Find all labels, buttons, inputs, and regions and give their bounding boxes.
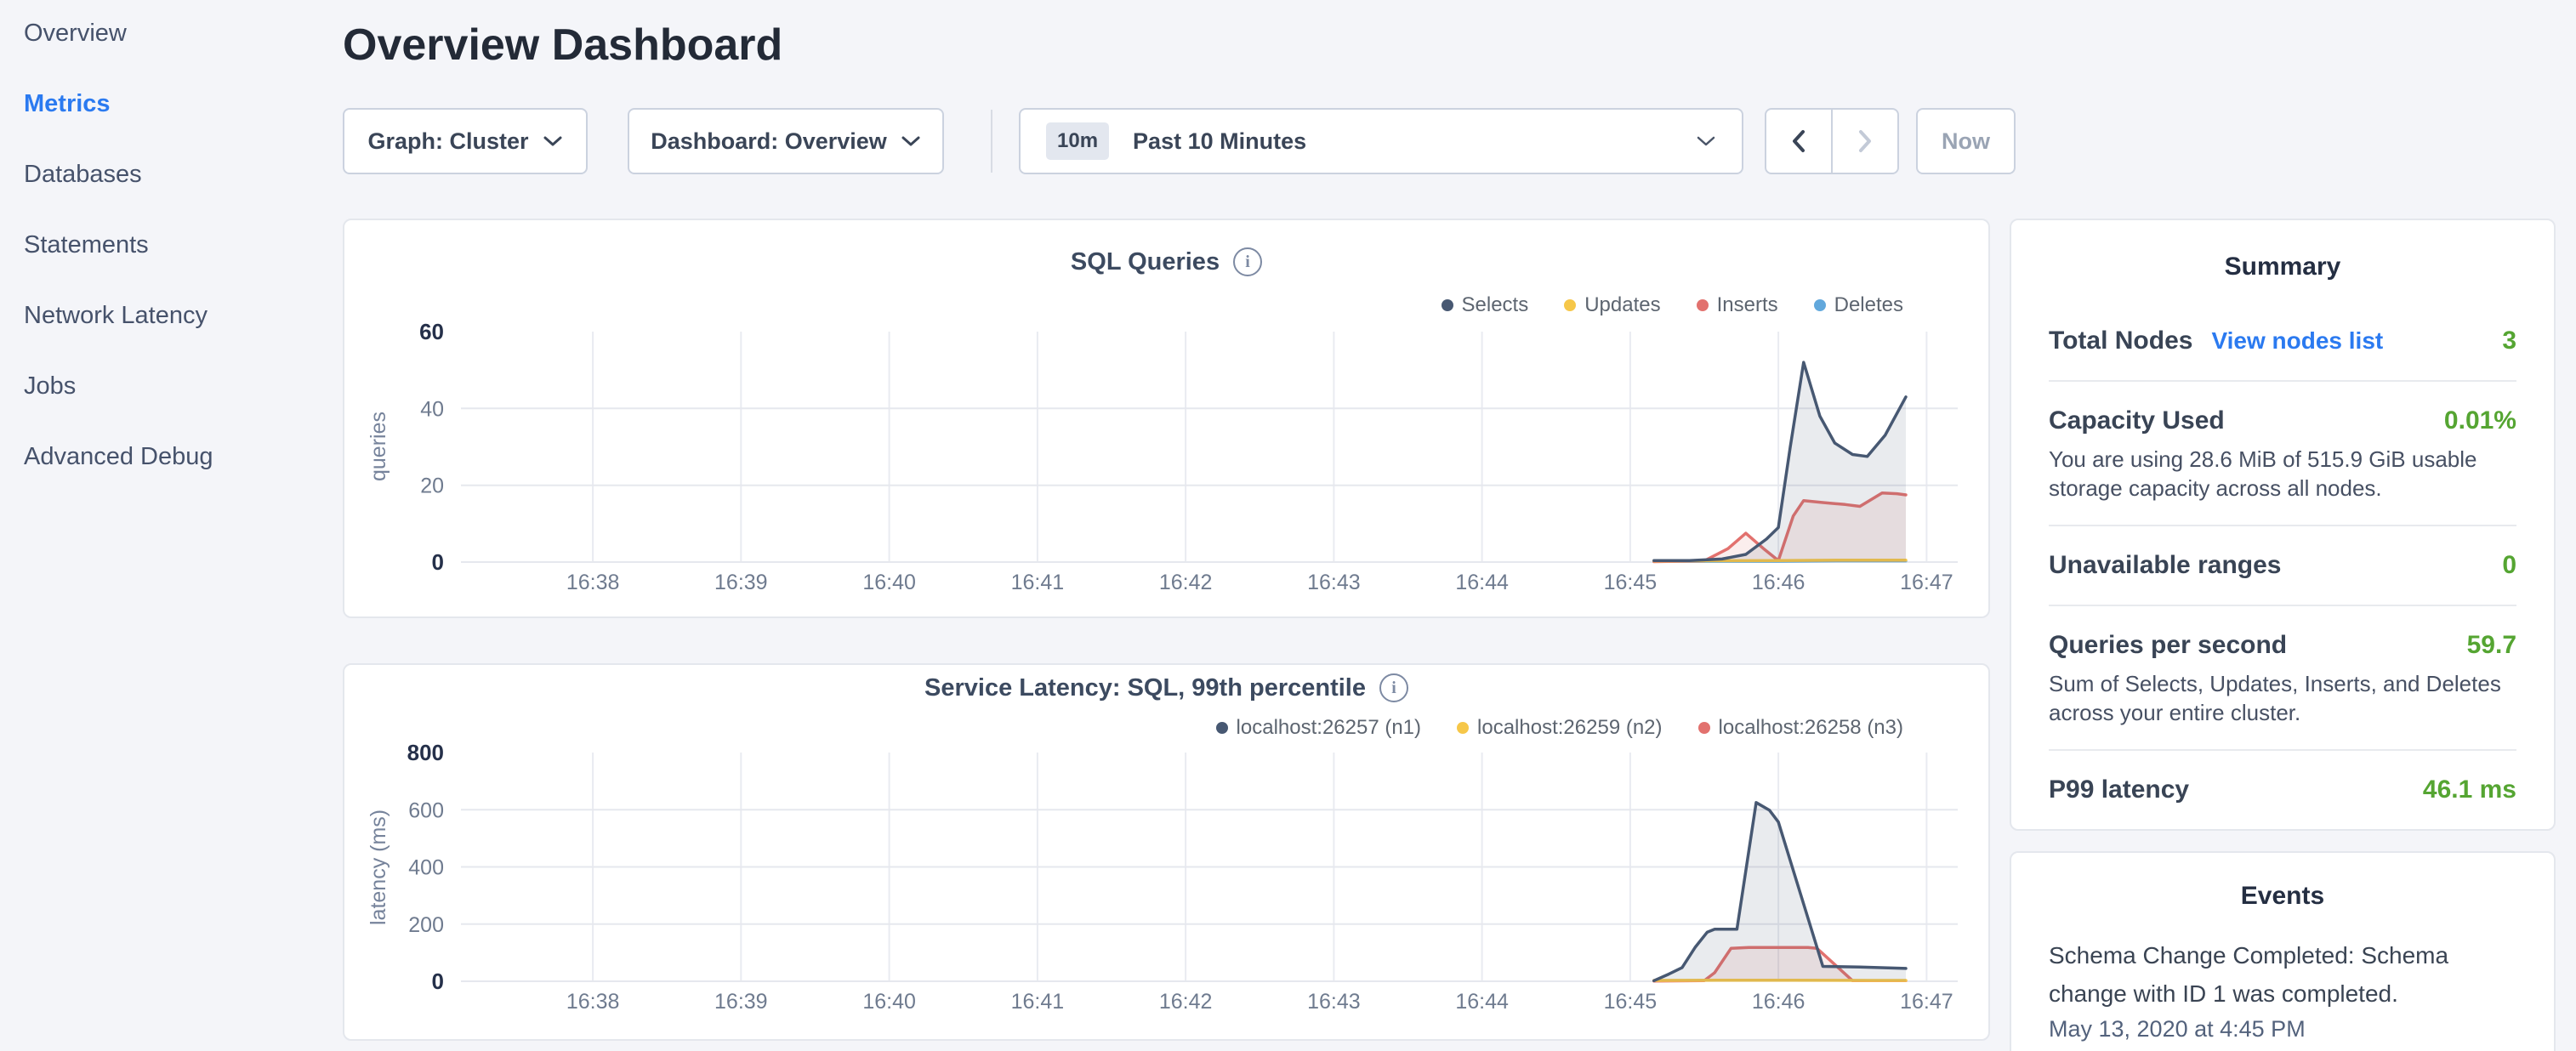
- svg-text:16:45: 16:45: [1604, 571, 1658, 594]
- sidebar-item-overview[interactable]: Overview: [24, 19, 213, 48]
- summary-row-label: Unavailable ranges: [2049, 548, 2281, 582]
- sidebar-item-network-latency[interactable]: Network Latency: [24, 301, 213, 330]
- now-button[interactable]: Now: [1916, 108, 2016, 174]
- summary-row-value: 0: [2502, 548, 2516, 582]
- sidebar-nav: Overview Metrics Databases Statements Networ…: [24, 19, 213, 471]
- svg-text:800: 800: [407, 740, 444, 765]
- svg-text:16:46: 16:46: [1752, 571, 1805, 594]
- graph-scope-dropdown-label: Graph: Cluster: [367, 128, 528, 155]
- summary-row-label: Capacity Used: [2049, 404, 2225, 438]
- svg-text:600: 600: [408, 798, 444, 822]
- summary-row-label: Total Nodes: [2049, 324, 2192, 358]
- summary-row-value: 59.7: [2467, 628, 2516, 662]
- chevron-left-icon: [1791, 129, 1806, 153]
- events-title: Events: [2049, 882, 2516, 911]
- svg-text:16:43: 16:43: [1307, 990, 1361, 1014]
- summary-divider: [2049, 605, 2516, 606]
- svg-text:16:40: 16:40: [862, 571, 916, 594]
- svg-text:0: 0: [432, 549, 444, 575]
- svg-text:60: 60: [419, 319, 444, 344]
- dashboard-dropdown[interactable]: Dashboard: Overview: [628, 108, 944, 174]
- summary-row-left: Queries per second: [2049, 628, 2287, 662]
- svg-text:16:44: 16:44: [1455, 571, 1509, 594]
- summary-title: Summary: [2049, 253, 2516, 281]
- summary-row-value: 46.1 ms: [2423, 773, 2516, 807]
- svg-text:16:44: 16:44: [1455, 990, 1509, 1014]
- time-range-badge: 10m: [1046, 122, 1109, 160]
- svg-text:40: 40: [420, 397, 444, 421]
- chevron-down-icon: [901, 135, 921, 147]
- page-title: Overview Dashboard: [343, 19, 782, 71]
- summary-row: Queries per second 59.7: [2049, 628, 2516, 662]
- svg-text:16:45: 16:45: [1604, 990, 1658, 1014]
- dashboard-dropdown-label: Dashboard: Overview: [651, 128, 887, 155]
- svg-text:16:43: 16:43: [1307, 571, 1361, 594]
- event-timestamp: May 13, 2020 at 4:45 PM: [2049, 1016, 2516, 1042]
- graph-scope-dropdown[interactable]: Graph: Cluster: [343, 108, 588, 174]
- summary-row-left: Total Nodes View nodes list: [2049, 324, 2383, 358]
- svg-text:16:47: 16:47: [1900, 990, 1953, 1014]
- summary-row-note: You are using 28.6 MiB of 515.9 GiB usab…: [2049, 445, 2516, 503]
- time-range-label: Past 10 Minutes: [1133, 128, 1306, 155]
- chevron-right-icon: [1857, 129, 1873, 153]
- db-console-page: Overview Metrics Databases Statements Networ…: [0, 0, 2576, 1051]
- service-latency-chart-card: Service Latency: SQL, 99th percentile i …: [343, 663, 1990, 1041]
- svg-text:16:39: 16:39: [714, 990, 768, 1014]
- svg-text:0: 0: [432, 969, 444, 994]
- summary-row-label: P99 latency: [2049, 773, 2189, 807]
- summary-row: Unavailable ranges 0: [2049, 548, 2516, 582]
- svg-text:16:42: 16:42: [1159, 990, 1213, 1014]
- sidebar-item-databases[interactable]: Databases: [24, 160, 213, 189]
- svg-text:16:42: 16:42: [1159, 571, 1213, 594]
- summary-row-note: Sum of Selects, Updates, Inserts, and De…: [2049, 669, 2516, 727]
- view-nodes-link[interactable]: View nodes list: [2211, 324, 2383, 358]
- summary-row-value: 0.01%: [2444, 404, 2516, 438]
- svg-text:16:46: 16:46: [1752, 990, 1805, 1014]
- chevron-down-icon: [1696, 135, 1716, 147]
- now-button-label: Now: [1942, 128, 1990, 155]
- chevron-down-icon: [543, 135, 563, 147]
- sql-queries-chart[interactable]: 16:38 16:39 16:40 16:41 16:42 16:43 16:44 16:45…: [344, 220, 1992, 620]
- summary-row-left: Unavailable ranges: [2049, 548, 2281, 582]
- summary-row-left: P99 latency: [2049, 773, 2189, 807]
- svg-text:400: 400: [408, 856, 444, 880]
- summary-row-left: Capacity Used: [2049, 404, 2225, 438]
- svg-text:16:40: 16:40: [862, 990, 916, 1014]
- toolbar-divider: [991, 110, 992, 173]
- time-step-forward-button[interactable]: [1833, 110, 1897, 173]
- time-step-back-button[interactable]: [1766, 110, 1833, 173]
- summary-row-label: Queries per second: [2049, 628, 2287, 662]
- svg-text:16:47: 16:47: [1900, 571, 1953, 594]
- summary-divider: [2049, 380, 2516, 382]
- event-message: Schema Change Completed: Schema change w…: [2049, 936, 2516, 1013]
- svg-text:20: 20: [420, 474, 444, 498]
- summary-panel: Summary Total Nodes View nodes list 3 Capac…: [2010, 219, 2556, 831]
- sql-queries-chart-card: SQL Queries i SelectsUpdatesInsertsDelet…: [343, 219, 1990, 618]
- summary-row-value: 3: [2502, 324, 2516, 358]
- sidebar-item-statements[interactable]: Statements: [24, 230, 213, 259]
- sidebar-item-jobs[interactable]: Jobs: [24, 372, 213, 401]
- summary-row: P99 latency 46.1 ms: [2049, 773, 2516, 807]
- sidebar-item-metrics[interactable]: Metrics: [24, 89, 213, 118]
- svg-text:16:41: 16:41: [1011, 990, 1065, 1014]
- service-latency-chart[interactable]: 16:38 16:39 16:40 16:41 16:42 16:43 16:44 16:45…: [344, 665, 1992, 1042]
- svg-text:200: 200: [408, 913, 444, 937]
- summary-divider: [2049, 749, 2516, 751]
- time-range-selector[interactable]: 10m Past 10 Minutes: [1019, 108, 1743, 174]
- time-step-buttons: [1765, 108, 1899, 174]
- svg-text:16:38: 16:38: [566, 571, 620, 594]
- svg-text:16:39: 16:39: [714, 571, 768, 594]
- svg-text:16:38: 16:38: [566, 990, 620, 1014]
- events-panel: Events Schema Change Completed: Schema c…: [2010, 851, 2556, 1051]
- summary-divider: [2049, 525, 2516, 526]
- sidebar-item-advanced-debug[interactable]: Advanced Debug: [24, 442, 213, 471]
- svg-text:16:41: 16:41: [1011, 571, 1065, 594]
- summary-rows: Total Nodes View nodes list 3 Capacity Used…: [2049, 324, 2516, 807]
- event-item: Schema Change Completed: Schema change w…: [2049, 936, 2516, 1042]
- summary-row: Total Nodes View nodes list 3: [2049, 324, 2516, 358]
- summary-row: Capacity Used 0.01%: [2049, 404, 2516, 438]
